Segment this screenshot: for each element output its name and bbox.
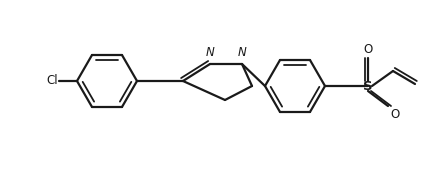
Text: Cl: Cl: [47, 74, 58, 87]
Text: N: N: [237, 46, 246, 59]
Text: N: N: [206, 46, 215, 59]
Text: S: S: [363, 80, 373, 93]
Text: O: O: [390, 108, 399, 121]
Text: O: O: [363, 43, 373, 56]
